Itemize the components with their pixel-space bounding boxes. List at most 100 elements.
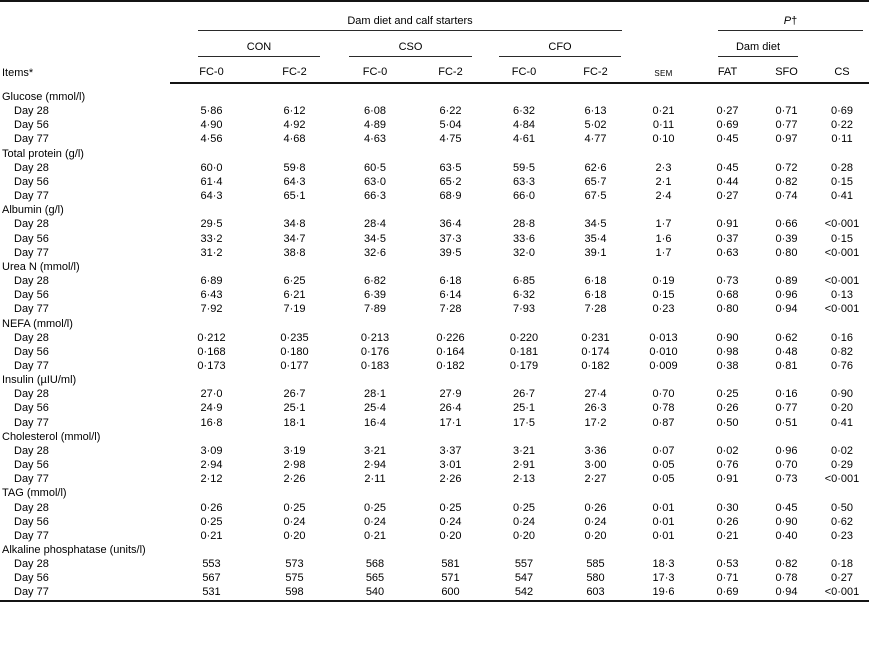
cell-value: 573 <box>285 558 304 571</box>
cell-value: 0·81 <box>775 359 798 372</box>
items-header: Items* <box>2 67 34 79</box>
cell-value: 0·235 <box>280 331 309 344</box>
cell-value: 0·74 <box>775 190 798 203</box>
table-row: Day 77 31·2 38·8 32·6 39·5 32·0 39·1 1·7 0·63 0·8… <box>0 246 869 260</box>
cell-value: 32·0 <box>512 246 536 259</box>
cell-value: 600 <box>441 586 460 599</box>
cell-value: 0·53 <box>716 558 739 571</box>
cell-value: 27·4 <box>584 388 607 401</box>
col-group-con: CON <box>170 31 336 57</box>
cell-value: 0·24 <box>584 515 607 528</box>
col-header-cfo-fc0: FC-0 <box>487 57 561 84</box>
col-header-cso-fc0: FC-0 <box>336 57 414 84</box>
cell-value: 0·80 <box>716 303 739 316</box>
cell-value: 0·94 <box>775 303 798 316</box>
cell-value: 0·18 <box>830 558 854 571</box>
p-label: P <box>783 15 792 27</box>
row-label: Day 77 <box>14 303 49 316</box>
cell-value: 540 <box>365 586 385 599</box>
cell-value: 580 <box>586 572 605 585</box>
cell-value: 2·26 <box>439 473 462 486</box>
row-label: Day 28 <box>14 105 49 118</box>
cell-value: 547 <box>514 572 534 585</box>
dam-diet-calf-starters-label: Dam diet and calf starters <box>198 15 622 31</box>
row-label: Day 56 <box>14 515 49 528</box>
cell-value: 0·50 <box>716 416 739 429</box>
section-label: Cholesterol (mmol/l) <box>2 430 101 443</box>
cell-value: 27·9 <box>439 388 462 401</box>
cell-value: 3·36 <box>584 444 607 457</box>
cell-value: 6·12 <box>283 105 306 118</box>
cell-value: 17·5 <box>512 416 536 429</box>
cell-value: 0·226 <box>436 331 465 344</box>
cell-value: 0·168 <box>197 345 226 358</box>
cell-value: 0·71 <box>716 572 739 585</box>
cell-value: 0·70 <box>775 459 798 472</box>
cell-value: 0·91 <box>716 473 739 486</box>
cell-value: 0·39 <box>775 232 798 245</box>
cell-value: 0·183 <box>360 359 390 372</box>
row-label: Day 28 <box>14 558 49 571</box>
cell-value: 0·05 <box>652 473 675 486</box>
table-row: Day 56 6·43 6·21 6·39 6·14 6·32 6·18 0·15 0·68 0·… <box>0 288 869 302</box>
cell-value: 0·27 <box>716 190 739 203</box>
cell-value: 0·25 <box>200 515 223 528</box>
cell-value: 0·40 <box>775 529 798 542</box>
cell-value: 3·37 <box>439 444 462 457</box>
section-row: Glucose (mmol/l) <box>0 83 869 104</box>
cell-value: 0·76 <box>830 359 854 372</box>
cell-value: 0·02 <box>716 444 739 457</box>
cell-value: 0·13 <box>830 289 854 302</box>
cell-value: 7·28 <box>584 303 607 316</box>
cell-value: 6·22 <box>439 105 462 118</box>
cell-value: 568 <box>365 558 385 571</box>
cell-value: 0·16 <box>830 331 854 344</box>
cell-value: 0·77 <box>775 119 798 132</box>
header-row-diets: CON CSO CFO Dam diet <box>0 31 869 57</box>
cell-value: 0·20 <box>439 529 462 542</box>
cell-value: 67·5 <box>584 190 607 203</box>
cell-value: 7·28 <box>439 303 462 316</box>
cell-value: 6·14 <box>439 289 462 302</box>
cell-value: 0·212 <box>197 331 226 344</box>
row-label: Day 28 <box>14 388 49 401</box>
cell-value: 0·76 <box>716 459 739 472</box>
cell-value: 25·1 <box>512 402 536 415</box>
cell-value: 0·20 <box>584 529 607 542</box>
cell-value: 0·82 <box>775 175 798 188</box>
cell-value: 0·15 <box>830 175 854 188</box>
cell-value: 26·3 <box>584 402 607 415</box>
cell-value: 7·92 <box>200 303 223 316</box>
section-label: Glucose (mmol/l) <box>2 91 86 103</box>
cell-value: <0·001 <box>824 246 860 259</box>
row-label: Day 56 <box>14 232 49 245</box>
row-label: Day 77 <box>14 190 49 203</box>
cell-value: 575 <box>285 572 304 585</box>
col-header-con-fc0: FC-0 <box>170 57 253 84</box>
section-row: NEFA (mmol/l) <box>0 317 869 331</box>
row-label: Day 77 <box>14 416 49 429</box>
table-row: Day 56 0·168 0·180 0·176 0·164 0·181 0·174 0·01… <box>0 345 869 359</box>
section-label: Total protein (g/l) <box>2 147 84 160</box>
cell-value: 2·13 <box>512 473 536 486</box>
row-label: Day 28 <box>14 501 49 514</box>
cell-value: 2·26 <box>283 473 306 486</box>
cell-value: 0·27 <box>716 105 739 118</box>
cell-value: 0·87 <box>652 416 675 429</box>
cell-value: 0·213 <box>360 331 390 344</box>
cell-value: 17·2 <box>584 416 607 429</box>
cell-value: 0·009 <box>649 359 678 372</box>
p-value-group-label: P† <box>718 15 864 31</box>
cell-value: 6·13 <box>584 105 607 118</box>
table-row: Day 56 61·4 64·3 63·0 65·2 63·3 65·7 2·1 0·44 0·8… <box>0 175 869 189</box>
cell-value: 0·29 <box>830 459 854 472</box>
table-row: Day 77 64·3 65·1 66·3 68·9 66·0 67·5 2·4 0·27 0·7… <box>0 189 869 203</box>
cell-value: 1·7 <box>655 218 672 231</box>
row-label: Day 56 <box>14 119 49 132</box>
table-row: Day 28 29·5 34·8 28·4 36·4 28·8 34·5 1·7 0·91 0·6… <box>0 217 869 231</box>
cell-value: 66·3 <box>363 190 387 203</box>
row-label: Day 56 <box>14 402 49 415</box>
cell-value: 571 <box>441 572 460 585</box>
cell-value: 0·96 <box>775 289 798 302</box>
cell-value: 2·98 <box>283 459 306 472</box>
